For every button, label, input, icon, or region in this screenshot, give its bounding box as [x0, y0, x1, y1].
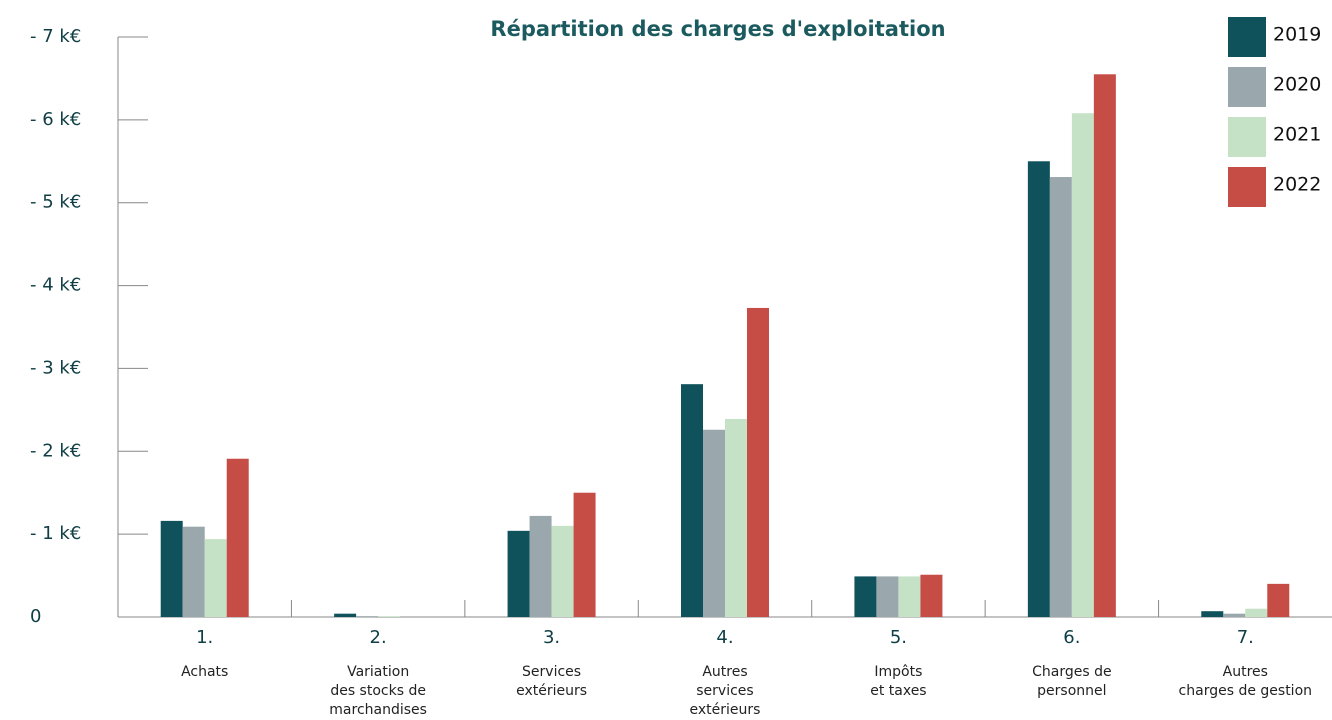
bar — [898, 576, 921, 617]
category-description: Services — [522, 664, 581, 680]
x-tick-label: 7. — [1237, 627, 1254, 648]
chart-title: Répartition des charges d'exploitation — [490, 17, 945, 41]
y-tick-label: - 7 k€ — [30, 26, 81, 47]
bar — [747, 307, 769, 617]
category-description: Charges de — [1032, 664, 1111, 680]
bar — [876, 576, 899, 617]
y-tick-label: - 5 k€ — [30, 192, 81, 213]
y-tick-label: 0 — [30, 606, 41, 627]
category-description: charges de gestion — [1179, 683, 1312, 699]
x-tick-label: 4. — [716, 627, 733, 648]
x-tick-label: 6. — [1063, 627, 1080, 648]
legend-swatch — [1228, 67, 1266, 107]
category-description: et taxes — [870, 683, 926, 699]
bar — [378, 616, 401, 617]
bar — [1049, 177, 1072, 617]
legend-swatch — [1228, 17, 1266, 57]
category-description: extérieurs — [690, 702, 761, 718]
y-tick-label: - 3 k€ — [30, 357, 81, 378]
bar — [1223, 613, 1246, 617]
bar — [920, 574, 943, 617]
bar — [854, 576, 877, 617]
category-description: des stocks de — [330, 683, 426, 699]
category-description: extérieurs — [516, 683, 587, 699]
legend-label: 2020 — [1273, 74, 1321, 96]
category-description: personnel — [1037, 683, 1106, 699]
bar — [334, 613, 357, 617]
bar — [1071, 113, 1094, 617]
legend-swatch — [1228, 167, 1266, 207]
bar — [551, 525, 574, 617]
bar — [573, 492, 596, 617]
legend-swatch — [1228, 117, 1266, 157]
legend-label: 2022 — [1273, 174, 1321, 196]
x-tick-label: 3. — [543, 627, 560, 648]
legend-label: 2021 — [1273, 124, 1321, 146]
category-description: services — [696, 683, 753, 699]
category-description: Achats — [181, 664, 228, 680]
bar — [1093, 74, 1116, 618]
x-tick-label: 5. — [890, 627, 907, 648]
y-tick-label: - 2 k€ — [30, 440, 81, 461]
y-tick-label: - 4 k€ — [30, 275, 81, 296]
bar — [529, 515, 552, 617]
bar — [160, 520, 183, 617]
bar — [1267, 583, 1290, 617]
bar — [507, 530, 530, 617]
bar — [1245, 608, 1268, 617]
category-description: Variation — [347, 664, 409, 680]
legend-label: 2019 — [1273, 24, 1321, 46]
bar — [1201, 611, 1224, 617]
y-tick-label: - 6 k€ — [30, 109, 81, 130]
bar — [1027, 161, 1050, 618]
x-tick-label: 1. — [196, 627, 213, 648]
bar — [725, 418, 747, 617]
category-description: Autres — [702, 664, 747, 680]
bar — [681, 384, 703, 617]
bar — [204, 539, 227, 617]
category-description: Impôts — [874, 664, 922, 680]
bar — [356, 616, 379, 617]
category-description: Autres — [1223, 664, 1268, 680]
category-description: marchandises — [329, 702, 427, 718]
y-tick-label: - 1 k€ — [30, 523, 81, 544]
bar — [703, 429, 725, 617]
x-tick-label: 2. — [370, 627, 387, 648]
bar — [226, 458, 249, 617]
bar — [182, 526, 205, 617]
